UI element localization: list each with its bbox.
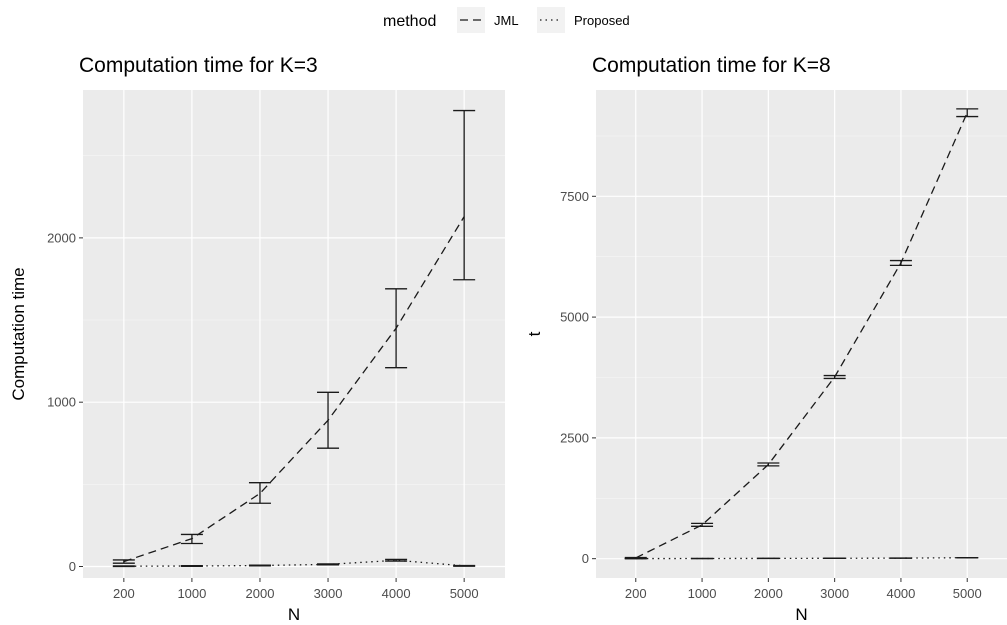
- x-tick-label: 1000: [688, 586, 717, 601]
- y-tick-label: 2500: [560, 430, 589, 445]
- y-axis-title: t: [525, 331, 544, 336]
- plot-background: [596, 90, 1007, 578]
- y-tick-label: 5000: [560, 310, 589, 325]
- error-bar-jml: [317, 391, 340, 449]
- y-tick-label: 0: [582, 551, 589, 566]
- chart-title: Computation time for K=3: [79, 54, 318, 77]
- x-tick-label: 3000: [820, 586, 849, 601]
- chart-title: Computation time for K=8: [592, 54, 831, 77]
- error-bar-jml: [823, 374, 846, 380]
- error-bar-jml: [248, 482, 271, 504]
- legend-title: method: [383, 13, 436, 30]
- y-tick-label: 1000: [47, 395, 76, 410]
- legend: method JML Proposed: [383, 7, 630, 33]
- legend-label-proposed: Proposed: [574, 13, 630, 28]
- chart-panel-k3: 0 1000 2000 200 1000 2000 3000 4000 5000 Computat…: [9, 54, 505, 624]
- x-axis-title: N: [288, 605, 300, 624]
- x-tick-label: 4000: [886, 586, 915, 601]
- x-axis-title: N: [795, 605, 807, 624]
- error-bar-jml: [757, 462, 780, 467]
- series-line-jml: [635, 112, 968, 559]
- error-bar-proposed: [180, 565, 203, 567]
- plot-background: [83, 90, 505, 578]
- error-bar-jml: [180, 533, 203, 545]
- x-tick-label: 5000: [953, 586, 982, 601]
- x-tick-label: 200: [113, 586, 135, 601]
- series-line-jml: [123, 216, 465, 563]
- x-tick-label: 2000: [754, 586, 783, 601]
- error-bar-jml: [453, 109, 476, 281]
- chart-panel-k8: 0 2500 5000 7500 200 1000 2000 3000 4000 5000 Comp…: [525, 54, 1007, 624]
- x-tick-label: 2000: [246, 586, 275, 601]
- x-tick-label: 3000: [314, 586, 343, 601]
- error-bar-jml: [956, 108, 979, 118]
- y-tick-label: 7500: [560, 189, 589, 204]
- error-bar-jml: [691, 522, 714, 527]
- error-bar-jml: [112, 559, 135, 564]
- series-line-proposed: [635, 557, 968, 560]
- legend-label-jml: JML: [494, 13, 519, 28]
- error-bar-proposed: [112, 565, 135, 568]
- x-tick-label: 4000: [382, 586, 411, 601]
- y-tick-label: 2000: [47, 230, 76, 245]
- y-tick-label: 0: [69, 559, 76, 574]
- error-bar-proposed: [453, 564, 476, 567]
- error-bar-jml: [385, 288, 408, 369]
- error-bar-proposed: [385, 558, 408, 562]
- x-tick-label: 5000: [450, 586, 479, 601]
- error-bar-proposed: [248, 564, 271, 567]
- error-bar-jml: [889, 259, 912, 267]
- error-bar-proposed: [317, 563, 340, 566]
- y-axis-title: Computation time: [9, 267, 28, 400]
- x-tick-label: 1000: [177, 586, 206, 601]
- x-tick-label: 200: [625, 586, 647, 601]
